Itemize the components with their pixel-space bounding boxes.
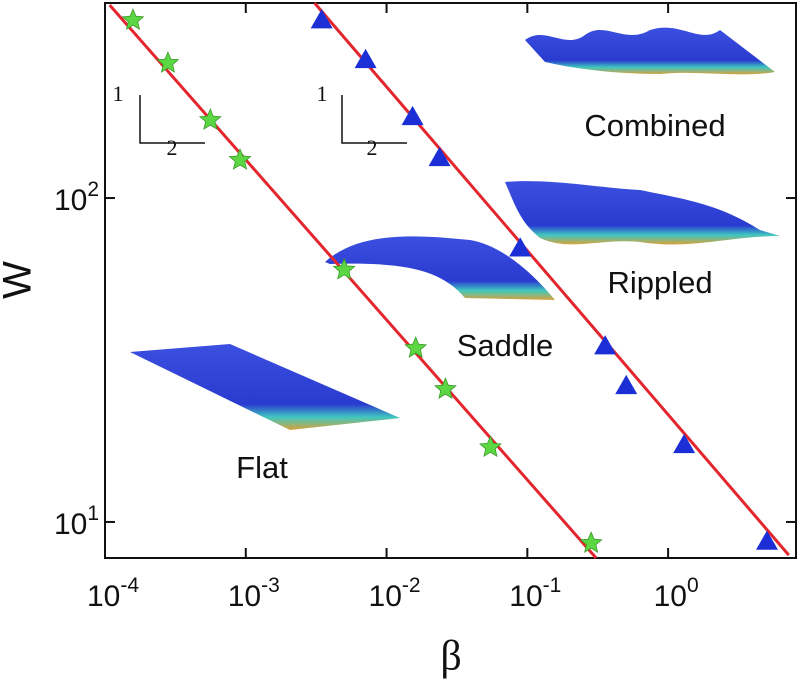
- y-tick-label: 101: [54, 502, 99, 541]
- triangle-point: [509, 237, 532, 257]
- slope-triangle: [341, 95, 407, 144]
- annotation: 1: [317, 81, 328, 106]
- x-tick-label: 10-2: [369, 574, 421, 613]
- star-point: [579, 531, 603, 553]
- star-point: [156, 51, 180, 73]
- star-point: [228, 147, 252, 170]
- plot-frame: [104, 2, 797, 559]
- combined-sheet: [525, 27, 775, 75]
- x-tick-label: 100: [654, 574, 699, 613]
- x-tick-label: 10-3: [228, 574, 280, 613]
- triangle-point: [310, 9, 333, 29]
- annotation: Flat: [236, 450, 288, 485]
- star-point: [332, 257, 356, 280]
- annotation: Saddle: [457, 328, 554, 363]
- star-point: [121, 8, 145, 30]
- triangle-point: [354, 48, 377, 69]
- annotation: 1: [113, 81, 124, 106]
- star-point: [198, 108, 222, 130]
- annotation: Combined: [584, 108, 725, 143]
- triangle-point: [594, 335, 617, 355]
- star-point: [479, 435, 502, 458]
- x-tick-label: 10-1: [509, 574, 561, 613]
- triangle-point: [428, 146, 451, 167]
- fit-line: [313, 2, 790, 557]
- x-axis-label: β: [440, 634, 461, 680]
- saddle-sheet: [325, 236, 555, 300]
- triangle-point: [755, 530, 778, 550]
- fit-line: [108, 4, 598, 559]
- triangle-point: [673, 433, 696, 454]
- slope-triangles: [139, 95, 407, 144]
- triangle-point: [401, 105, 424, 126]
- y-axis-label: W: [0, 261, 40, 299]
- rippled-sheet: [505, 181, 780, 245]
- x-tick-label: 10-4: [87, 574, 139, 613]
- star-point: [404, 336, 428, 358]
- star-point: [434, 377, 457, 399]
- annotation: Rippled: [607, 265, 712, 300]
- triangle-point: [615, 374, 638, 395]
- slope-triangle: [139, 95, 205, 144]
- annotation: 2: [367, 135, 378, 160]
- sheet-illustrations: [130, 27, 780, 430]
- annotation: 2: [167, 135, 178, 160]
- flat-sheet: [130, 344, 400, 430]
- y-tick-label: 102: [54, 178, 99, 217]
